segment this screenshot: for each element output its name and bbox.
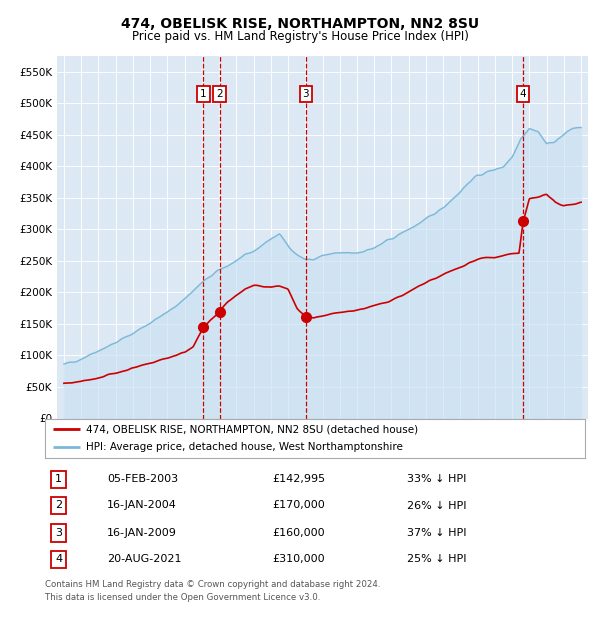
Text: 25% ↓ HPI: 25% ↓ HPI <box>407 554 466 564</box>
Text: HPI: Average price, detached house, West Northamptonshire: HPI: Average price, detached house, West… <box>86 442 403 452</box>
Text: This data is licensed under the Open Government Licence v3.0.: This data is licensed under the Open Gov… <box>45 593 320 603</box>
Text: 3: 3 <box>302 89 309 99</box>
Text: 3: 3 <box>55 528 62 538</box>
Text: 37% ↓ HPI: 37% ↓ HPI <box>407 528 466 538</box>
Text: 1: 1 <box>55 474 62 484</box>
Text: 2: 2 <box>217 89 223 99</box>
Text: £160,000: £160,000 <box>272 528 325 538</box>
Text: £142,995: £142,995 <box>272 474 325 484</box>
Text: 20-AUG-2021: 20-AUG-2021 <box>107 554 182 564</box>
Text: Price paid vs. HM Land Registry's House Price Index (HPI): Price paid vs. HM Land Registry's House … <box>131 30 469 43</box>
Text: 474, OBELISK RISE, NORTHAMPTON, NN2 8SU (detached house): 474, OBELISK RISE, NORTHAMPTON, NN2 8SU … <box>86 425 418 435</box>
Text: 4: 4 <box>520 89 526 99</box>
Text: 1: 1 <box>200 89 206 99</box>
Text: 05-FEB-2003: 05-FEB-2003 <box>107 474 178 484</box>
Text: 16-JAN-2009: 16-JAN-2009 <box>107 528 177 538</box>
Text: 16-JAN-2004: 16-JAN-2004 <box>107 500 177 510</box>
Text: 4: 4 <box>55 554 62 564</box>
Text: 33% ↓ HPI: 33% ↓ HPI <box>407 474 466 484</box>
Text: 26% ↓ HPI: 26% ↓ HPI <box>407 500 466 510</box>
Text: 2: 2 <box>55 500 62 510</box>
Text: 474, OBELISK RISE, NORTHAMPTON, NN2 8SU: 474, OBELISK RISE, NORTHAMPTON, NN2 8SU <box>121 17 479 32</box>
Text: Contains HM Land Registry data © Crown copyright and database right 2024.: Contains HM Land Registry data © Crown c… <box>45 580 380 589</box>
Text: £170,000: £170,000 <box>272 500 325 510</box>
Text: £310,000: £310,000 <box>272 554 325 564</box>
